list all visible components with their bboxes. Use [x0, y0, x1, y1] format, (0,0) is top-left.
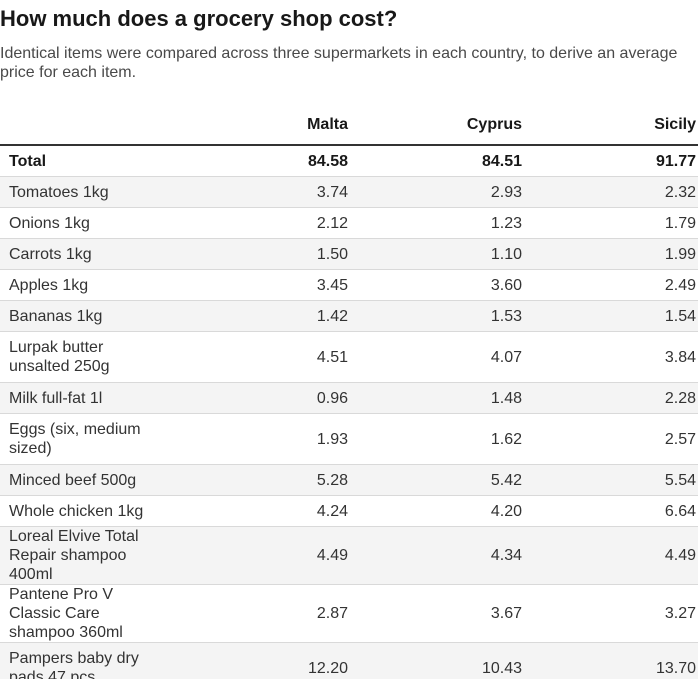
cell-malta: 3.74: [176, 176, 350, 208]
row-label: Eggs (six, medium sized): [0, 413, 176, 465]
row-label: Milk full-fat 1l: [0, 382, 176, 414]
row-label: Apples 1kg: [0, 269, 176, 301]
row-label: Bananas 1kg: [0, 300, 176, 332]
cell-cyprus: 5.42: [350, 464, 524, 496]
row-label: Lurpak butter unsalted 250g: [0, 331, 176, 383]
table-row: Whole chicken 1kg 4.24 4.20 6.64: [0, 495, 698, 527]
table-row: Pantene Pro V Classic Care shampoo 360ml…: [0, 584, 698, 643]
row-label: Onions 1kg: [0, 207, 176, 239]
cell-sicily: 3.27: [524, 584, 698, 643]
cell-sicily: 13.70: [524, 642, 698, 679]
cell-sicily: 3.84: [524, 331, 698, 383]
table-row-total: Total 84.58 84.51 91.77: [0, 145, 698, 177]
row-label: Tomatoes 1kg: [0, 176, 176, 208]
cell-cyprus: 1.10: [350, 238, 524, 270]
cell-cyprus: 1.62: [350, 413, 524, 465]
cell-sicily: 2.28: [524, 382, 698, 414]
table-header-row: Malta Cyprus Sicily: [0, 106, 698, 146]
row-label: Pantene Pro V Classic Care shampoo 360ml: [0, 584, 176, 643]
cell-malta: 1.93: [176, 413, 350, 465]
cell-malta: 4.49: [176, 526, 350, 585]
column-header-item: [0, 106, 176, 146]
cell-sicily: 91.77: [524, 145, 698, 177]
row-label: Loreal Elvive Total Repair shampoo 400ml: [0, 526, 176, 585]
row-label: Carrots 1kg: [0, 238, 176, 270]
cell-sicily: 4.49: [524, 526, 698, 585]
cell-malta: 12.20: [176, 642, 350, 679]
table-row: Lurpak butter unsalted 250g 4.51 4.07 3.…: [0, 331, 698, 383]
cell-cyprus: 4.34: [350, 526, 524, 585]
row-label: Pampers baby dry pads 47 pcs: [0, 642, 176, 679]
chart-subtitle: Identical items were compared across thr…: [0, 45, 678, 81]
table-row: Loreal Elvive Total Repair shampoo 400ml…: [0, 526, 698, 585]
table-row: Bananas 1kg 1.42 1.53 1.54: [0, 300, 698, 332]
cell-malta: 3.45: [176, 269, 350, 301]
column-header-sicily: Sicily: [524, 106, 698, 146]
column-header-malta: Malta: [176, 106, 350, 146]
cell-sicily: 2.32: [524, 176, 698, 208]
cell-malta: 0.96: [176, 382, 350, 414]
table-row: Apples 1kg 3.45 3.60 2.49: [0, 269, 698, 301]
cell-malta: 1.42: [176, 300, 350, 332]
row-label: Minced beef 500g: [0, 464, 176, 496]
column-header-cyprus: Cyprus: [350, 106, 524, 146]
cell-sicily: 1.79: [524, 207, 698, 239]
cell-sicily: 2.49: [524, 269, 698, 301]
cell-cyprus: 1.48: [350, 382, 524, 414]
cell-cyprus: 3.60: [350, 269, 524, 301]
table-row: Eggs (six, medium sized) 1.93 1.62 2.57: [0, 413, 698, 465]
table-row: Milk full-fat 1l 0.96 1.48 2.28: [0, 382, 698, 414]
price-table: Malta Cyprus Sicily Total 84.58 84.51 91…: [0, 106, 698, 679]
table-row: Onions 1kg 2.12 1.23 1.79: [0, 207, 698, 239]
cell-malta: 4.24: [176, 495, 350, 527]
chart-title: How much does a grocery shop cost?: [0, 6, 398, 31]
table-row: Tomatoes 1kg 3.74 2.93 2.32: [0, 176, 698, 208]
cell-sicily: 6.64: [524, 495, 698, 527]
table-row: Minced beef 500g 5.28 5.42 5.54: [0, 464, 698, 496]
table-row: Carrots 1kg 1.50 1.10 1.99: [0, 238, 698, 270]
cell-sicily: 1.54: [524, 300, 698, 332]
cell-cyprus: 10.43: [350, 642, 524, 679]
row-label: Total: [0, 145, 176, 177]
cell-cyprus: 84.51: [350, 145, 524, 177]
cell-malta: 4.51: [176, 331, 350, 383]
cell-cyprus: 3.67: [350, 584, 524, 643]
cell-sicily: 2.57: [524, 413, 698, 465]
cell-malta: 1.50: [176, 238, 350, 270]
cell-malta: 84.58: [176, 145, 350, 177]
cell-cyprus: 1.53: [350, 300, 524, 332]
cell-sicily: 5.54: [524, 464, 698, 496]
cell-malta: 2.87: [176, 584, 350, 643]
cell-cyprus: 4.07: [350, 331, 524, 383]
cell-malta: 5.28: [176, 464, 350, 496]
cell-cyprus: 4.20: [350, 495, 524, 527]
cell-cyprus: 2.93: [350, 176, 524, 208]
row-label: Whole chicken 1kg: [0, 495, 176, 527]
cell-cyprus: 1.23: [350, 207, 524, 239]
cell-malta: 2.12: [176, 207, 350, 239]
table-row: Pampers baby dry pads 47 pcs 12.20 10.43…: [0, 642, 698, 679]
cell-sicily: 1.99: [524, 238, 698, 270]
